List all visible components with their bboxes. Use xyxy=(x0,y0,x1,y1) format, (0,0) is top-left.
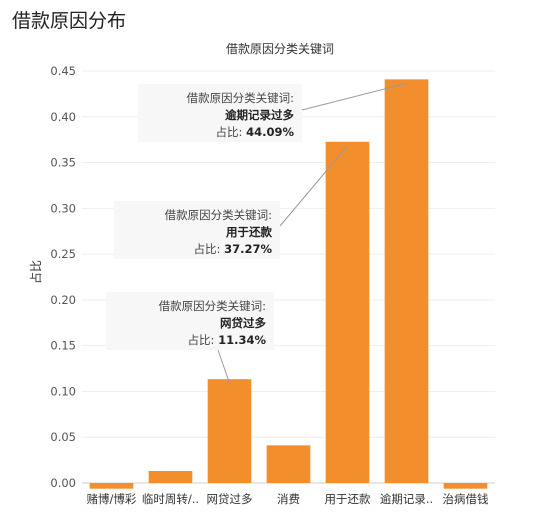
bar[interactable] xyxy=(89,483,134,489)
y-tick-label: 0.05 xyxy=(50,430,76,444)
y-tick-label: 0.45 xyxy=(50,64,76,78)
tooltip-pct-value: 11.34% xyxy=(218,333,266,347)
x-tick-label: 用于还款 xyxy=(325,492,371,506)
x-tick-label: 临时周转/.. xyxy=(142,492,199,506)
y-axis-label: 占比 xyxy=(28,260,43,284)
tooltip-pct-value: 44.09% xyxy=(246,125,294,139)
bar[interactable] xyxy=(384,79,429,484)
tooltip-pct-label: 占比: xyxy=(215,125,243,139)
y-tick-label: 0.15 xyxy=(50,339,76,353)
tooltip-pct-label: 占比: xyxy=(193,242,221,256)
tooltip-category: 网贷过多 xyxy=(220,316,266,330)
y-tick-label: 0.00 xyxy=(50,476,76,490)
tooltip-callout-repayment: 借款原因分类关键词: 用于还款 占比: 37.27% xyxy=(114,201,280,259)
x-tick-label: 消费 xyxy=(277,492,300,506)
tooltip-category: 用于还款 xyxy=(226,225,272,239)
bar[interactable] xyxy=(266,445,311,483)
bar[interactable] xyxy=(443,483,488,489)
x-tick-label: 赌博/博彩 xyxy=(87,492,137,506)
bar[interactable] xyxy=(148,471,193,483)
x-tick-label: 网贷过多 xyxy=(207,492,253,506)
tooltip-field-label: 借款原因分类关键词: xyxy=(158,299,266,313)
bar[interactable] xyxy=(325,141,370,483)
tooltip-callout-online-loans: 借款原因分类关键词: 网贷过多 占比: 11.34% xyxy=(106,292,274,350)
bar[interactable] xyxy=(207,379,252,483)
x-tick-label: 治病借钱 xyxy=(443,492,489,506)
y-tick-label: 0.25 xyxy=(50,247,76,261)
tooltip-field-label: 借款原因分类关键词: xyxy=(186,91,294,105)
tooltip-pct-label: 占比: xyxy=(187,333,215,347)
page-title: 借款原因分布 xyxy=(12,10,127,32)
tooltip-category: 逾期记录过多 xyxy=(225,108,294,122)
tooltip-leader-line xyxy=(301,82,407,111)
y-tick-label: 0.20 xyxy=(50,293,76,307)
tooltip-leader-line xyxy=(279,145,348,227)
y-tick-label: 0.40 xyxy=(50,110,76,124)
chart-title: 借款原因分类关键词 xyxy=(226,42,334,56)
tooltip-callout-overdue: 借款原因分类关键词: 逾期记录过多 占比: 44.09% xyxy=(138,84,302,142)
tooltip-pct-value: 37.27% xyxy=(224,242,272,256)
y-tick-label: 0.35 xyxy=(50,156,76,170)
y-tick-label: 0.30 xyxy=(50,201,76,215)
tooltip-leader-line xyxy=(217,349,230,384)
x-tick-label: 逾期记录.. xyxy=(380,492,433,506)
tooltip-field-label: 借款原因分类关键词: xyxy=(164,208,272,222)
y-tick-label: 0.10 xyxy=(50,384,76,398)
